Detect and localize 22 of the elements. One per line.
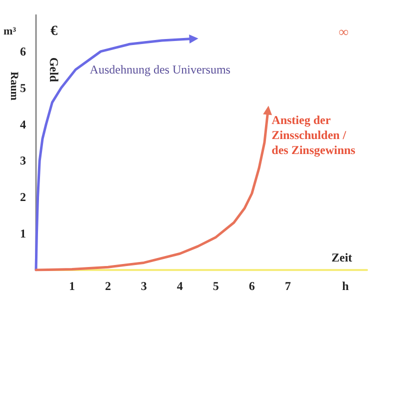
y-tick-label: 1 xyxy=(20,226,26,241)
annotation: Geld xyxy=(46,57,61,82)
y-tick-label: 5 xyxy=(20,80,26,95)
x-axis-title: Zeit xyxy=(331,250,352,264)
x-tick-label: 7 xyxy=(284,279,291,293)
x-tick-label: 5 xyxy=(212,279,219,293)
x-tick-label: 1 xyxy=(68,279,75,293)
series-label: Anstieg der Zinsschulden / des Zinsgewinns xyxy=(272,113,356,158)
y-tick-label: 6 xyxy=(20,44,26,58)
x-tick-label: 2 xyxy=(104,279,111,293)
x-tick-label: 6 xyxy=(248,279,255,293)
x-tick-label: 4 xyxy=(176,279,183,293)
x-tick-label: h xyxy=(342,279,350,293)
annotation: ∞ xyxy=(338,26,349,41)
y-axis-title: Raum xyxy=(8,72,20,100)
series-label: Ausdehnung des Universums xyxy=(90,62,231,77)
y-tick-label: 2 xyxy=(20,190,26,204)
y-tick-label: 3 xyxy=(20,154,26,168)
annotation: € xyxy=(50,24,58,39)
text: m³ xyxy=(4,25,17,38)
x-tick-label: 3 xyxy=(140,279,147,293)
y-tick-label: 4 xyxy=(20,117,26,132)
